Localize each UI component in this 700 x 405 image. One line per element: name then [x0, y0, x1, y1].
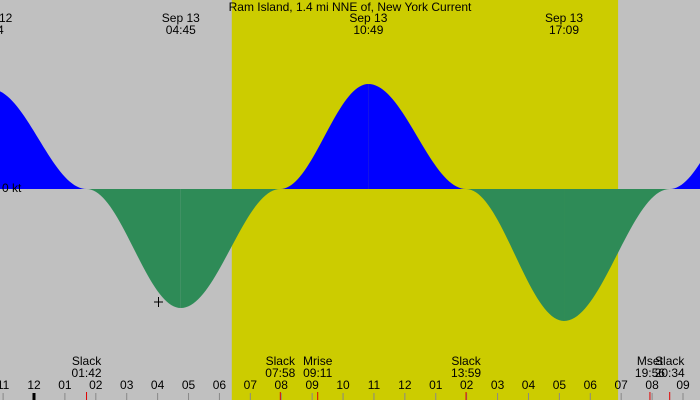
x-tick-label: 04: [522, 378, 536, 392]
x-tick-label: 07: [615, 378, 629, 392]
x-tick-label: 06: [584, 378, 598, 392]
event-label: Slack: [72, 354, 102, 368]
x-tick-label: 03: [491, 378, 505, 392]
event-label: Mset: [637, 354, 664, 368]
x-tick-label: 12: [398, 378, 412, 392]
x-tick-label: 05: [553, 378, 567, 392]
x-tick-label: 10: [336, 378, 350, 392]
x-tick-label: 01: [429, 378, 443, 392]
x-tick-label: 05: [182, 378, 196, 392]
x-tick-label: 08: [275, 378, 289, 392]
x-tick-label: 01: [58, 378, 72, 392]
event-time: 01:42: [72, 366, 102, 380]
ebb-area: [466, 189, 565, 321]
ebb-area: [564, 189, 670, 321]
flood-area: [280, 84, 369, 189]
peak-date: Sep 13: [545, 11, 583, 25]
event-label: Slack: [266, 354, 296, 368]
x-tick-label: 12: [27, 378, 41, 392]
event-time: 19:56: [635, 366, 665, 380]
peak-date: Sep 13: [162, 11, 200, 25]
event-time: 20:34: [655, 366, 685, 380]
edge-label: 12: [0, 11, 13, 25]
x-tick-label: 09: [305, 378, 319, 392]
zero-label: 0 kt: [2, 181, 22, 195]
event-label: Slack: [655, 354, 685, 368]
x-tick-label: 11: [0, 378, 10, 392]
peak-time: 04:45: [166, 23, 196, 37]
x-tick-label: 03: [120, 378, 134, 392]
x-tick-label: 02: [460, 378, 474, 392]
peak-time: 17:09: [549, 23, 579, 37]
x-tick-label: 09: [676, 378, 690, 392]
event-label: Mrise: [303, 354, 333, 368]
event-label: Slack: [451, 354, 481, 368]
event-time: 09:11: [303, 366, 332, 380]
ebb-area: [86, 189, 181, 308]
x-tick-label: 04: [151, 378, 165, 392]
event-time: 13:59: [451, 366, 481, 380]
x-tick-label: 08: [645, 378, 659, 392]
flood-area: [0, 91, 87, 189]
chart-title: Ram Island, 1.4 mi NNE of, New York Curr…: [229, 0, 472, 14]
flood-area: [368, 84, 467, 189]
ebb-area: [180, 189, 281, 308]
x-tick-label: 06: [213, 378, 227, 392]
x-tick-label: 11: [368, 378, 381, 392]
flood-area: [669, 162, 700, 189]
peak-time: 10:49: [353, 23, 383, 37]
x-tick-label: 02: [89, 378, 103, 392]
event-time: 07:58: [265, 366, 295, 380]
x-tick-label: 07: [244, 378, 258, 392]
peak-date: Sep 13: [349, 11, 387, 25]
edge-label: 4: [0, 23, 4, 37]
